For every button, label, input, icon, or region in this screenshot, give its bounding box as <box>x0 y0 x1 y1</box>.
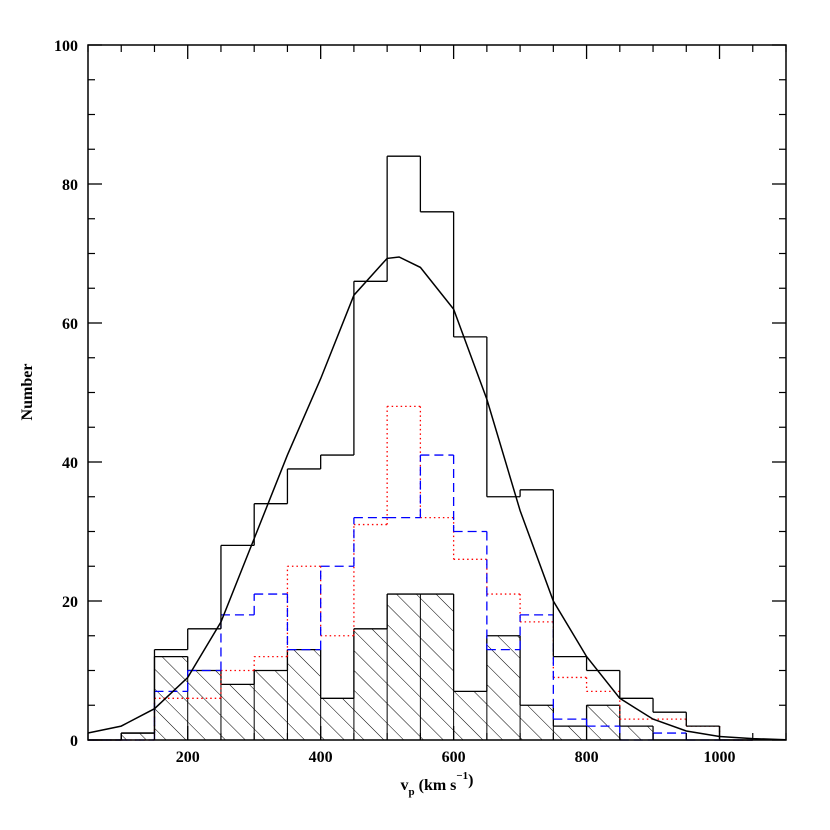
y-tick-label: 60 <box>62 316 78 333</box>
hatched-bar <box>220 684 255 740</box>
hatched-bar <box>420 594 454 740</box>
x-axis-label-part: −1 <box>456 770 468 782</box>
y-tick-label: 40 <box>62 455 78 472</box>
x-tick-label: 1000 <box>704 749 736 766</box>
hatched-bar <box>619 726 654 740</box>
x-tick-label: 200 <box>176 749 200 766</box>
hatched-bar <box>121 733 155 740</box>
x-axis-label-part: ) <box>468 772 473 789</box>
hatched-bar <box>387 594 421 740</box>
hatched-bar <box>353 628 388 740</box>
x-tick-label: 800 <box>575 749 599 766</box>
y-axis-label: Number <box>19 364 36 421</box>
hatched-bar <box>586 705 620 740</box>
hatched-bar <box>553 726 587 740</box>
hatched-bar <box>486 635 521 740</box>
fit-curve <box>87 256 787 741</box>
x-axis-label: vp (km s−1) <box>400 770 473 798</box>
hatched-bar <box>320 698 354 740</box>
hatched-bar <box>453 691 487 740</box>
x-tick-label: 600 <box>442 749 466 766</box>
hatched-bar <box>254 670 288 740</box>
y-tick-label: 0 <box>70 733 78 750</box>
y-tick-label: 20 <box>62 594 78 611</box>
x-axis-label-part: (km s <box>415 777 457 794</box>
y-tick-label: 80 <box>62 177 78 194</box>
x-tick-label: 400 <box>309 749 333 766</box>
hatched-bar <box>187 670 221 740</box>
hatched-bar <box>287 649 321 740</box>
y-tick-label: 100 <box>54 38 78 55</box>
x-axis-label-part: p <box>408 786 414 798</box>
x-axis-label-part: v <box>400 777 408 794</box>
hatched-bar <box>520 705 554 740</box>
